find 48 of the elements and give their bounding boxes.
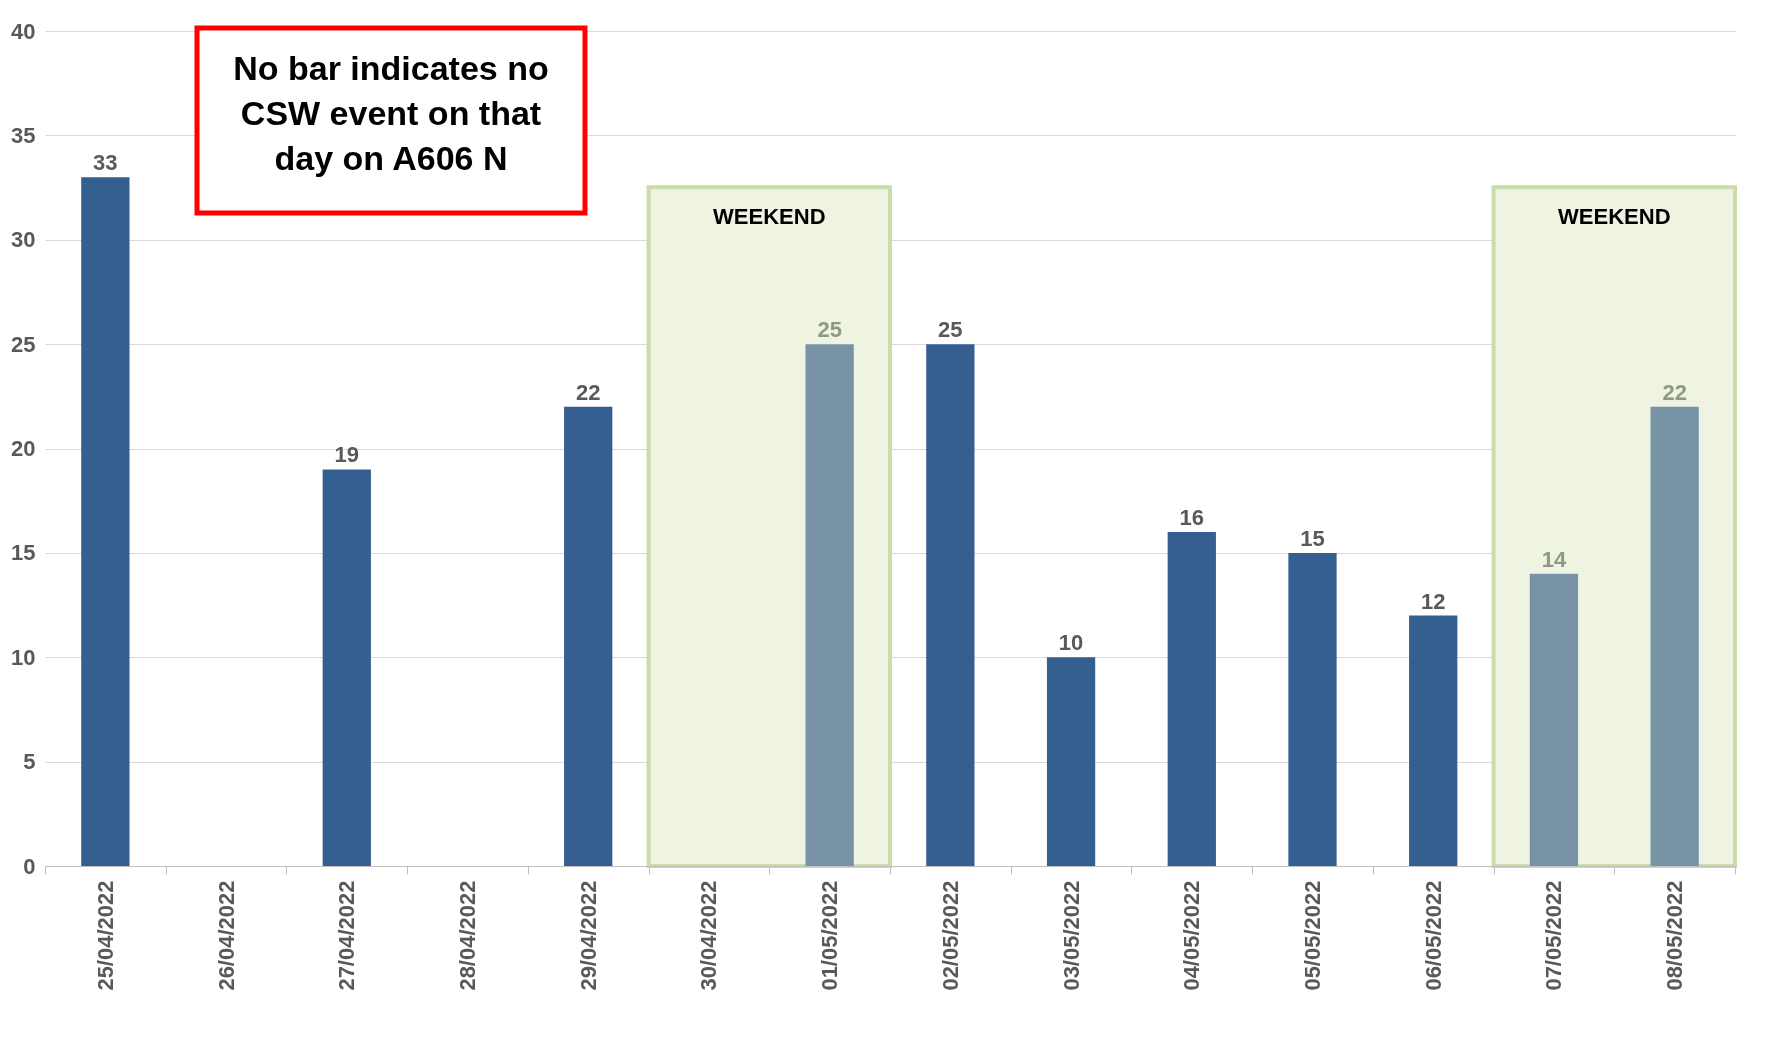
x-tick-label: 02/05/2022 — [937, 880, 963, 991]
data-label: 16 — [1179, 505, 1205, 530]
y-tick-label: 0 — [23, 853, 36, 879]
bar — [1529, 573, 1579, 866]
bar — [1650, 406, 1699, 866]
x-tick-label: 05/05/2022 — [1300, 880, 1325, 991]
bar — [926, 344, 975, 866]
bar — [322, 469, 371, 866]
data-label: 12 — [1420, 588, 1446, 614]
data-label: 15 — [1300, 525, 1325, 551]
x-tick-label: 03/05/2022 — [1058, 880, 1084, 991]
y-tick-label: 15 — [11, 540, 36, 566]
bar — [81, 177, 130, 866]
data-label: 22 — [575, 379, 601, 405]
bar — [1046, 657, 1096, 866]
bar — [1288, 552, 1337, 866]
x-tick-label: 08/05/2022 — [1662, 880, 1688, 991]
x-tick-label: 27/04/2022 — [334, 880, 360, 991]
data-label: 22 — [1662, 379, 1687, 405]
y-tick-label: 35 — [11, 122, 36, 148]
x-tick-label: 28/04/2022 — [455, 880, 480, 991]
y-tick-label: 20 — [11, 436, 36, 461]
x-tick-label: 29/04/2022 — [575, 880, 601, 991]
data-label: 19 — [334, 442, 360, 468]
x-tick-label: 06/05/2022 — [1420, 880, 1446, 991]
x-tick-label: 07/05/2022 — [1541, 880, 1567, 991]
x-tick-label: 25/04/2022 — [92, 880, 118, 991]
data-label: 25 — [938, 317, 963, 343]
y-tick-label: 40 — [11, 18, 36, 44]
data-label: 33 — [93, 150, 118, 176]
bar — [564, 406, 613, 866]
data-label: 25 — [817, 317, 842, 343]
bar — [1409, 615, 1458, 866]
y-tick-label: 25 — [11, 331, 36, 357]
y-tick-label: 10 — [11, 644, 36, 670]
band-label: WEEKEND — [713, 204, 826, 230]
data-label: 14 — [1541, 546, 1567, 572]
bar — [1167, 532, 1216, 866]
x-tick-label: 26/04/2022 — [213, 880, 239, 991]
x-tick-label: 04/05/2022 — [1179, 880, 1205, 991]
band-label: WEEKEND — [1558, 204, 1671, 230]
y-tick-label: 30 — [11, 227, 36, 253]
y-tick-label: 5 — [23, 749, 36, 775]
x-tick-label: 01/05/2022 — [817, 880, 843, 991]
bar — [805, 344, 854, 866]
data-label: 10 — [1058, 630, 1084, 656]
annotation: No bar indicates no CSW event on that day on A606 N — [233, 49, 549, 177]
x-tick-label: 30/04/2022 — [696, 880, 722, 991]
